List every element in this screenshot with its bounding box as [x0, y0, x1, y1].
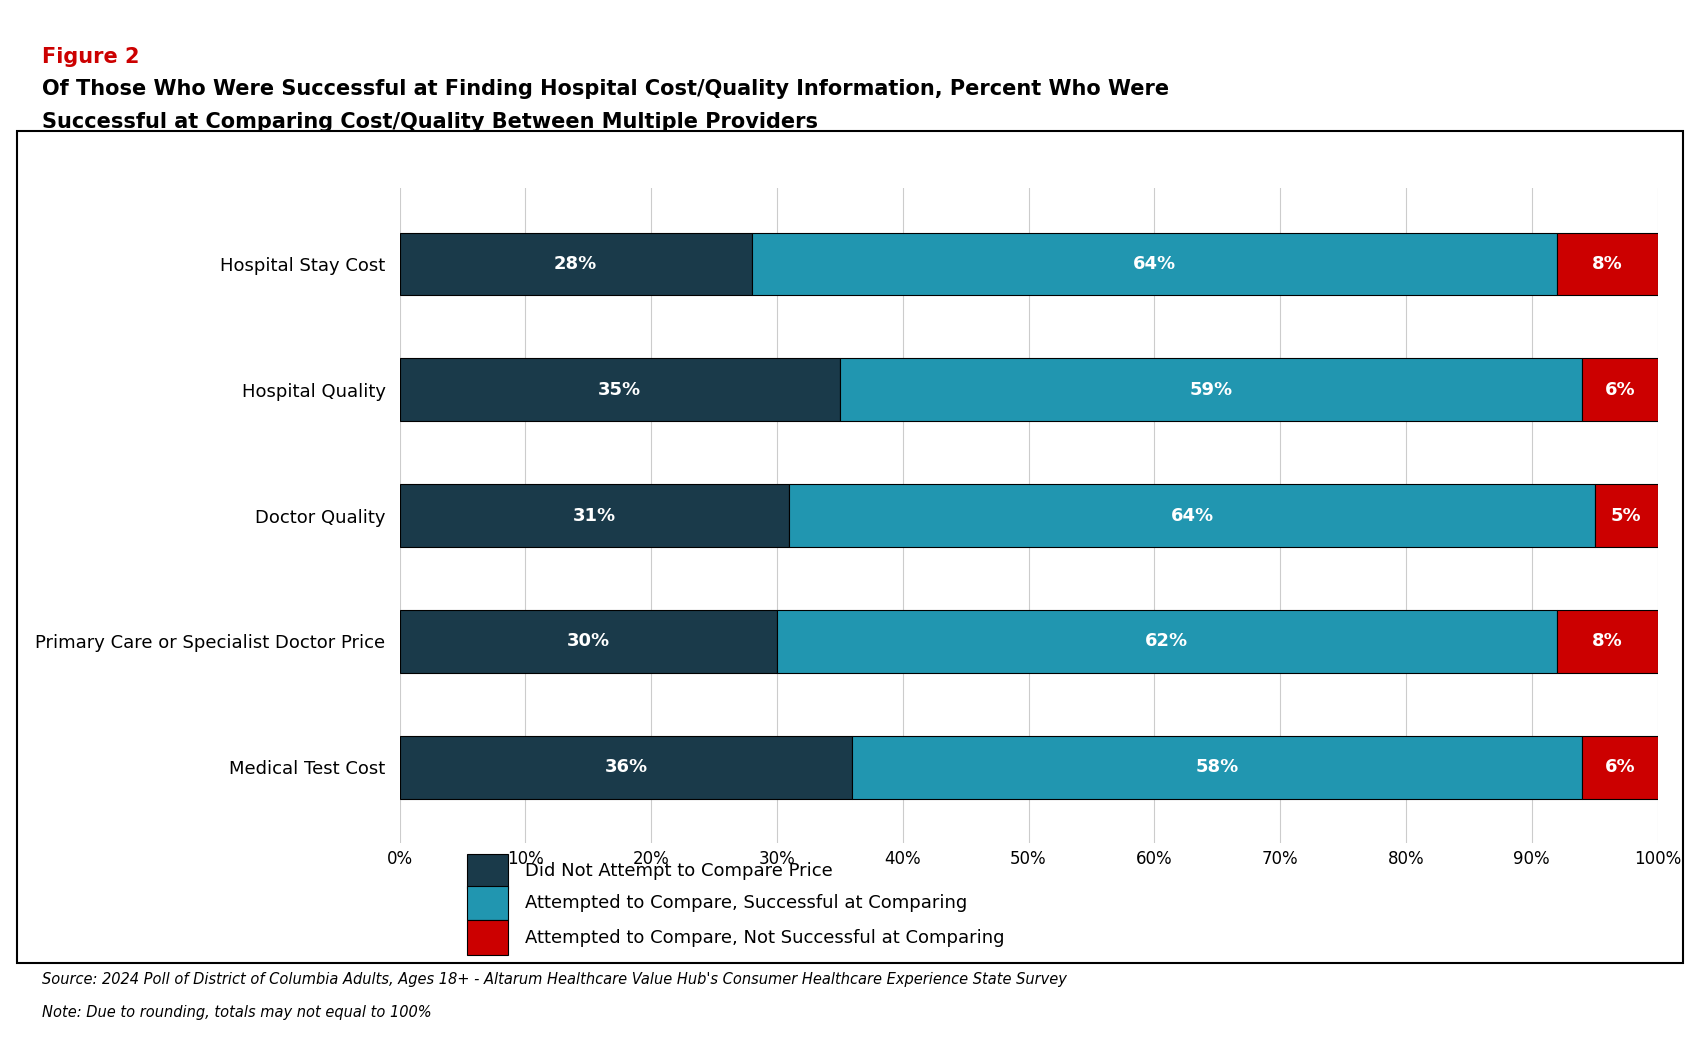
Text: 30%: 30%	[566, 632, 610, 650]
FancyBboxPatch shape	[468, 886, 508, 920]
Bar	[400, 232, 751, 295]
Text: Note: Due to rounding, totals may not equal to 100%: Note: Due to rounding, totals may not eq…	[42, 1005, 432, 1020]
Text: Source: 2024 Poll of District of Columbia Adults, Ages 18+ - Altarum Healthcare : Source: 2024 Poll of District of Columbi…	[42, 972, 1068, 986]
Bar	[400, 484, 789, 548]
Bar	[400, 736, 852, 799]
Bar	[400, 358, 840, 421]
Bar	[789, 484, 1595, 548]
Text: 5%: 5%	[1610, 507, 1642, 525]
FancyBboxPatch shape	[468, 853, 508, 889]
Bar	[1583, 736, 1658, 799]
Bar	[1557, 610, 1658, 673]
Bar	[1557, 232, 1658, 295]
Bar	[852, 736, 1583, 799]
Text: 35%: 35%	[598, 381, 641, 399]
Text: Of Those Who Were Successful at Finding Hospital Cost/Quality Information, Perce: Of Those Who Were Successful at Finding …	[42, 79, 1170, 98]
Text: 6%: 6%	[1605, 381, 1635, 399]
Bar	[840, 358, 1583, 421]
Text: 64%: 64%	[1132, 255, 1176, 273]
Bar	[777, 610, 1557, 673]
Bar	[1595, 484, 1658, 548]
FancyBboxPatch shape	[468, 920, 508, 955]
Bar	[400, 610, 777, 673]
Text: Attempted to Compare, Successful at Comparing: Attempted to Compare, Successful at Comp…	[525, 894, 967, 912]
Text: 8%: 8%	[1591, 632, 1622, 650]
Text: 58%: 58%	[1195, 758, 1239, 776]
Text: 8%: 8%	[1591, 255, 1622, 273]
Text: 31%: 31%	[573, 507, 615, 525]
Text: 62%: 62%	[1146, 632, 1188, 650]
Text: Did Not Attempt to Compare Price: Did Not Attempt to Compare Price	[525, 863, 833, 881]
Bar	[1583, 358, 1658, 421]
Text: 28%: 28%	[554, 255, 597, 273]
Text: 6%: 6%	[1605, 758, 1635, 776]
Text: Attempted to Compare, Not Successful at Comparing: Attempted to Compare, Not Successful at …	[525, 929, 1005, 946]
Text: Figure 2: Figure 2	[42, 47, 139, 67]
Text: 59%: 59%	[1190, 381, 1232, 399]
Bar	[751, 232, 1557, 295]
Text: 64%: 64%	[1171, 507, 1214, 525]
Text: 36%: 36%	[605, 758, 648, 776]
Text: Successful at Comparing Cost/Quality Between Multiple Providers: Successful at Comparing Cost/Quality Bet…	[42, 112, 818, 132]
